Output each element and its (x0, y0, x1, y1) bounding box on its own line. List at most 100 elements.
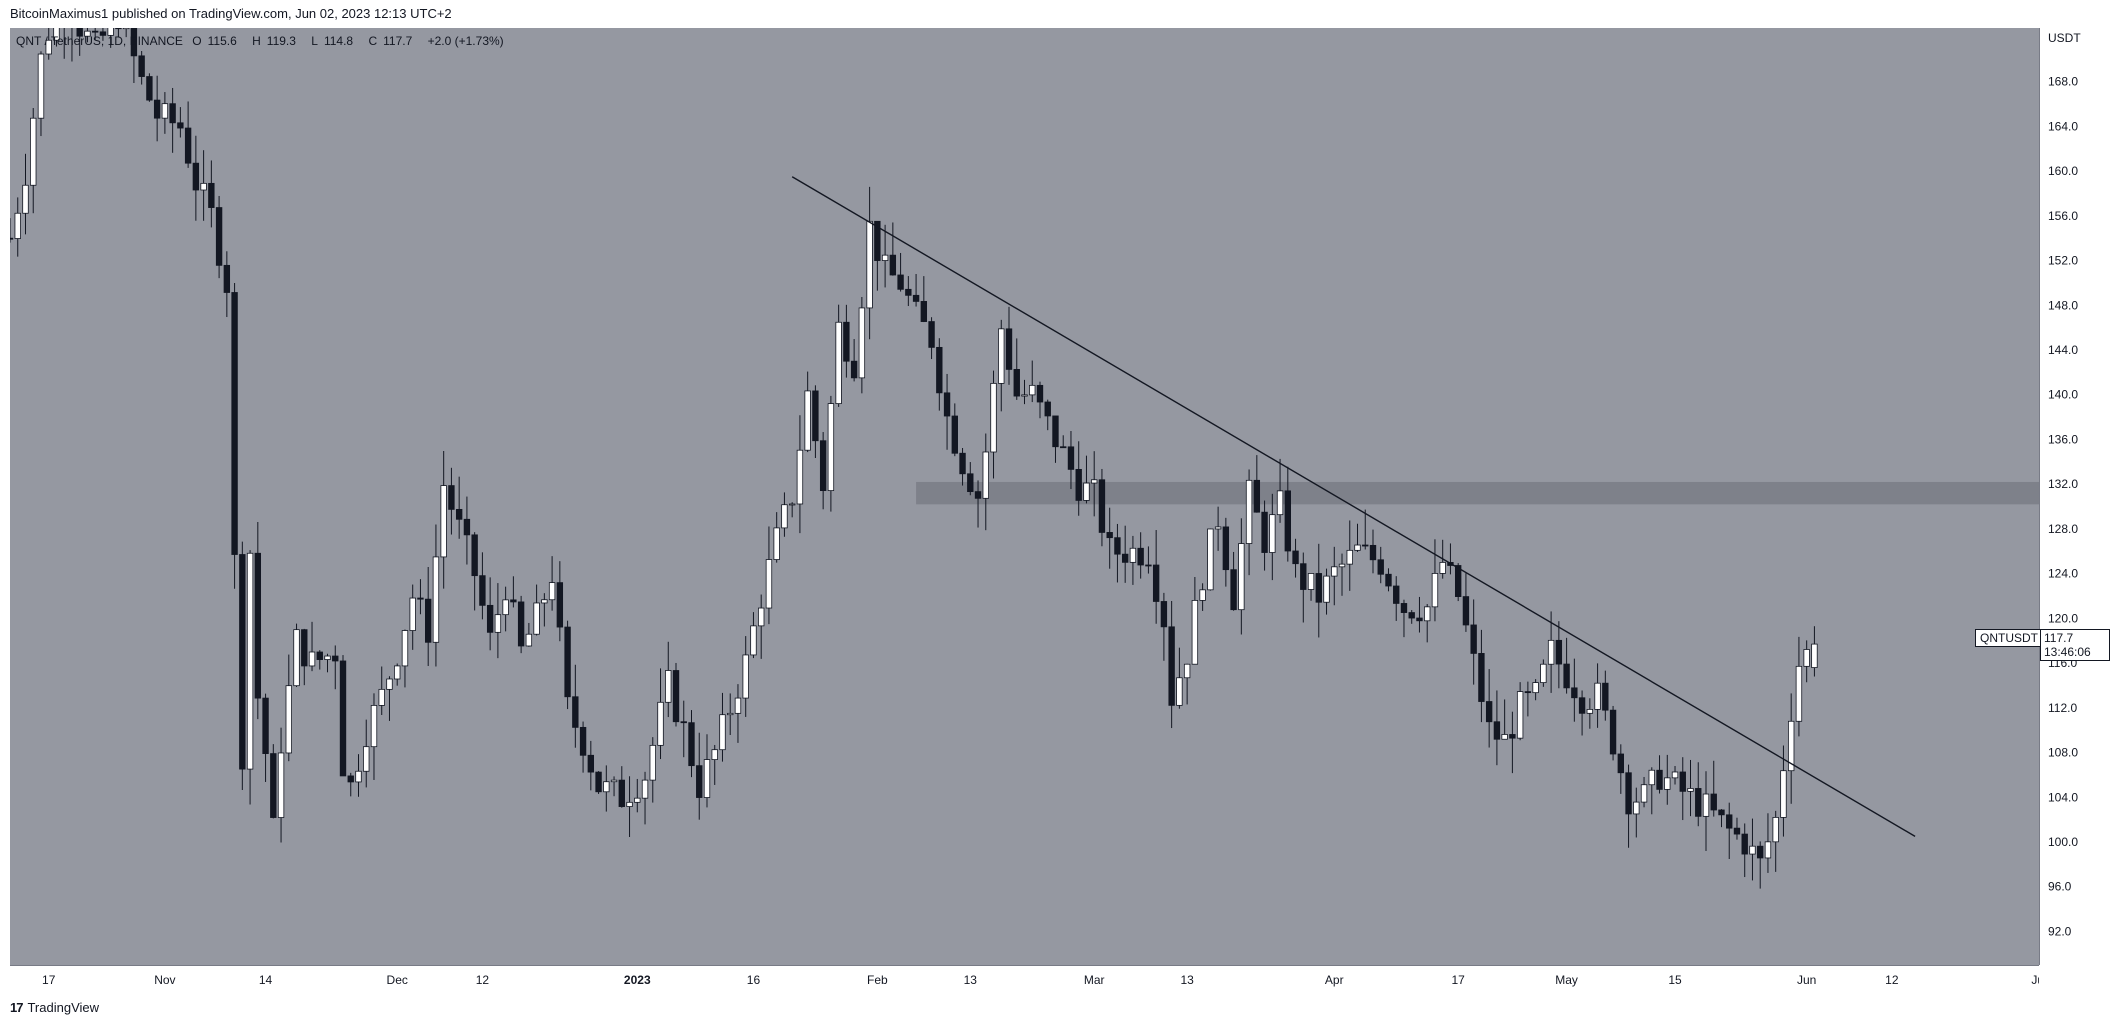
candle[interactable] (1029, 360, 1036, 403)
candle[interactable] (122, 28, 130, 38)
candle[interactable] (533, 584, 540, 636)
candle[interactable] (672, 662, 680, 727)
candle[interactable] (153, 75, 161, 142)
candle[interactable] (1547, 611, 1555, 693)
price-chart[interactable] (10, 28, 2039, 965)
candle[interactable] (1145, 546, 1152, 574)
candle[interactable] (1129, 535, 1137, 585)
candle[interactable] (200, 150, 207, 221)
candle[interactable] (1152, 530, 1160, 624)
candle[interactable] (564, 620, 571, 710)
candle[interactable] (1710, 760, 1717, 817)
candle[interactable] (1083, 455, 1090, 504)
candle[interactable] (1346, 520, 1353, 591)
candle[interactable] (1578, 690, 1586, 736)
candle[interactable] (998, 319, 1005, 412)
candle[interactable] (719, 692, 726, 762)
candle[interactable] (1269, 493, 1276, 581)
candle[interactable] (262, 693, 269, 782)
candle[interactable] (1787, 693, 1795, 804)
candle[interactable] (1424, 604, 1431, 643)
candle[interactable] (1431, 539, 1439, 622)
candle[interactable] (1811, 626, 1818, 677)
candle[interactable] (1695, 762, 1702, 827)
candle[interactable] (208, 160, 215, 228)
candle[interactable] (936, 338, 943, 411)
resistance-zone[interactable] (916, 481, 2039, 505)
candle[interactable] (858, 297, 866, 394)
candle[interactable] (401, 629, 409, 688)
candle[interactable] (1640, 776, 1648, 808)
candle[interactable] (432, 524, 440, 667)
candle[interactable] (982, 433, 989, 531)
candle[interactable] (1563, 637, 1570, 694)
candle[interactable] (1044, 399, 1051, 431)
candle[interactable] (1726, 802, 1733, 859)
candle[interactable] (1602, 670, 1609, 721)
candle[interactable] (711, 744, 718, 785)
candle[interactable] (703, 734, 711, 808)
candle[interactable] (378, 666, 385, 715)
candle[interactable] (928, 317, 935, 360)
candle[interactable] (781, 492, 788, 537)
candle[interactable] (912, 274, 920, 307)
candle[interactable] (1447, 543, 1454, 575)
candle[interactable] (1571, 658, 1578, 722)
candle[interactable] (734, 684, 742, 743)
price-axis[interactable]: USDT 168.0 164.0 160.0 156.0 152.0 148.0 144.0 1… (2039, 28, 2113, 965)
candle[interactable] (1114, 523, 1121, 583)
candle[interactable] (1183, 663, 1191, 705)
candle[interactable] (1284, 466, 1291, 562)
candle[interactable] (254, 522, 262, 720)
candle[interactable] (494, 583, 502, 659)
candle[interactable] (1207, 528, 1214, 591)
candle[interactable] (1664, 754, 1671, 805)
candle[interactable] (1091, 451, 1098, 517)
candle[interactable] (1354, 523, 1361, 552)
candle[interactable] (1733, 817, 1741, 840)
candle[interactable] (1780, 745, 1787, 837)
candle[interactable] (332, 645, 339, 690)
candle[interactable] (91, 28, 99, 41)
tradingview-footer[interactable]: 17 TradingView (10, 1000, 99, 1015)
candle[interactable] (1021, 379, 1028, 405)
candle[interactable] (796, 415, 804, 534)
candle[interactable] (1524, 681, 1532, 717)
candle[interactable] (192, 135, 200, 221)
candle[interactable] (479, 552, 486, 620)
candle[interactable] (1060, 435, 1067, 449)
candle[interactable] (1106, 507, 1113, 569)
candle[interactable] (138, 50, 145, 85)
candle[interactable] (370, 693, 378, 780)
candle[interactable] (1377, 546, 1384, 584)
candle[interactable] (215, 195, 223, 279)
candle[interactable] (1067, 430, 1075, 490)
candle[interactable] (1478, 629, 1485, 723)
candle[interactable] (61, 28, 67, 59)
candle[interactable] (920, 276, 928, 323)
candle[interactable] (881, 224, 889, 288)
candle[interactable] (765, 526, 773, 625)
candle[interactable] (649, 737, 656, 803)
candle[interactable] (1671, 765, 1679, 785)
candle[interactable] (1609, 705, 1617, 761)
candle[interactable] (10, 218, 14, 243)
candle[interactable] (1222, 517, 1230, 587)
candle[interactable] (231, 282, 238, 589)
candle[interactable] (76, 28, 83, 56)
candle[interactable] (1385, 568, 1392, 592)
candle[interactable] (1300, 552, 1307, 623)
candle[interactable] (641, 771, 649, 825)
candle[interactable] (177, 107, 184, 138)
candle[interactable] (974, 480, 982, 528)
candle[interactable] (1253, 455, 1261, 513)
candle[interactable] (1764, 813, 1772, 873)
candle[interactable] (750, 612, 757, 659)
candle[interactable] (1013, 338, 1020, 400)
candle[interactable] (1408, 610, 1415, 624)
candle[interactable] (1555, 621, 1563, 689)
candle[interactable] (1757, 841, 1764, 889)
candle[interactable] (603, 765, 610, 812)
candle[interactable] (1245, 469, 1253, 576)
candle[interactable] (324, 653, 331, 673)
